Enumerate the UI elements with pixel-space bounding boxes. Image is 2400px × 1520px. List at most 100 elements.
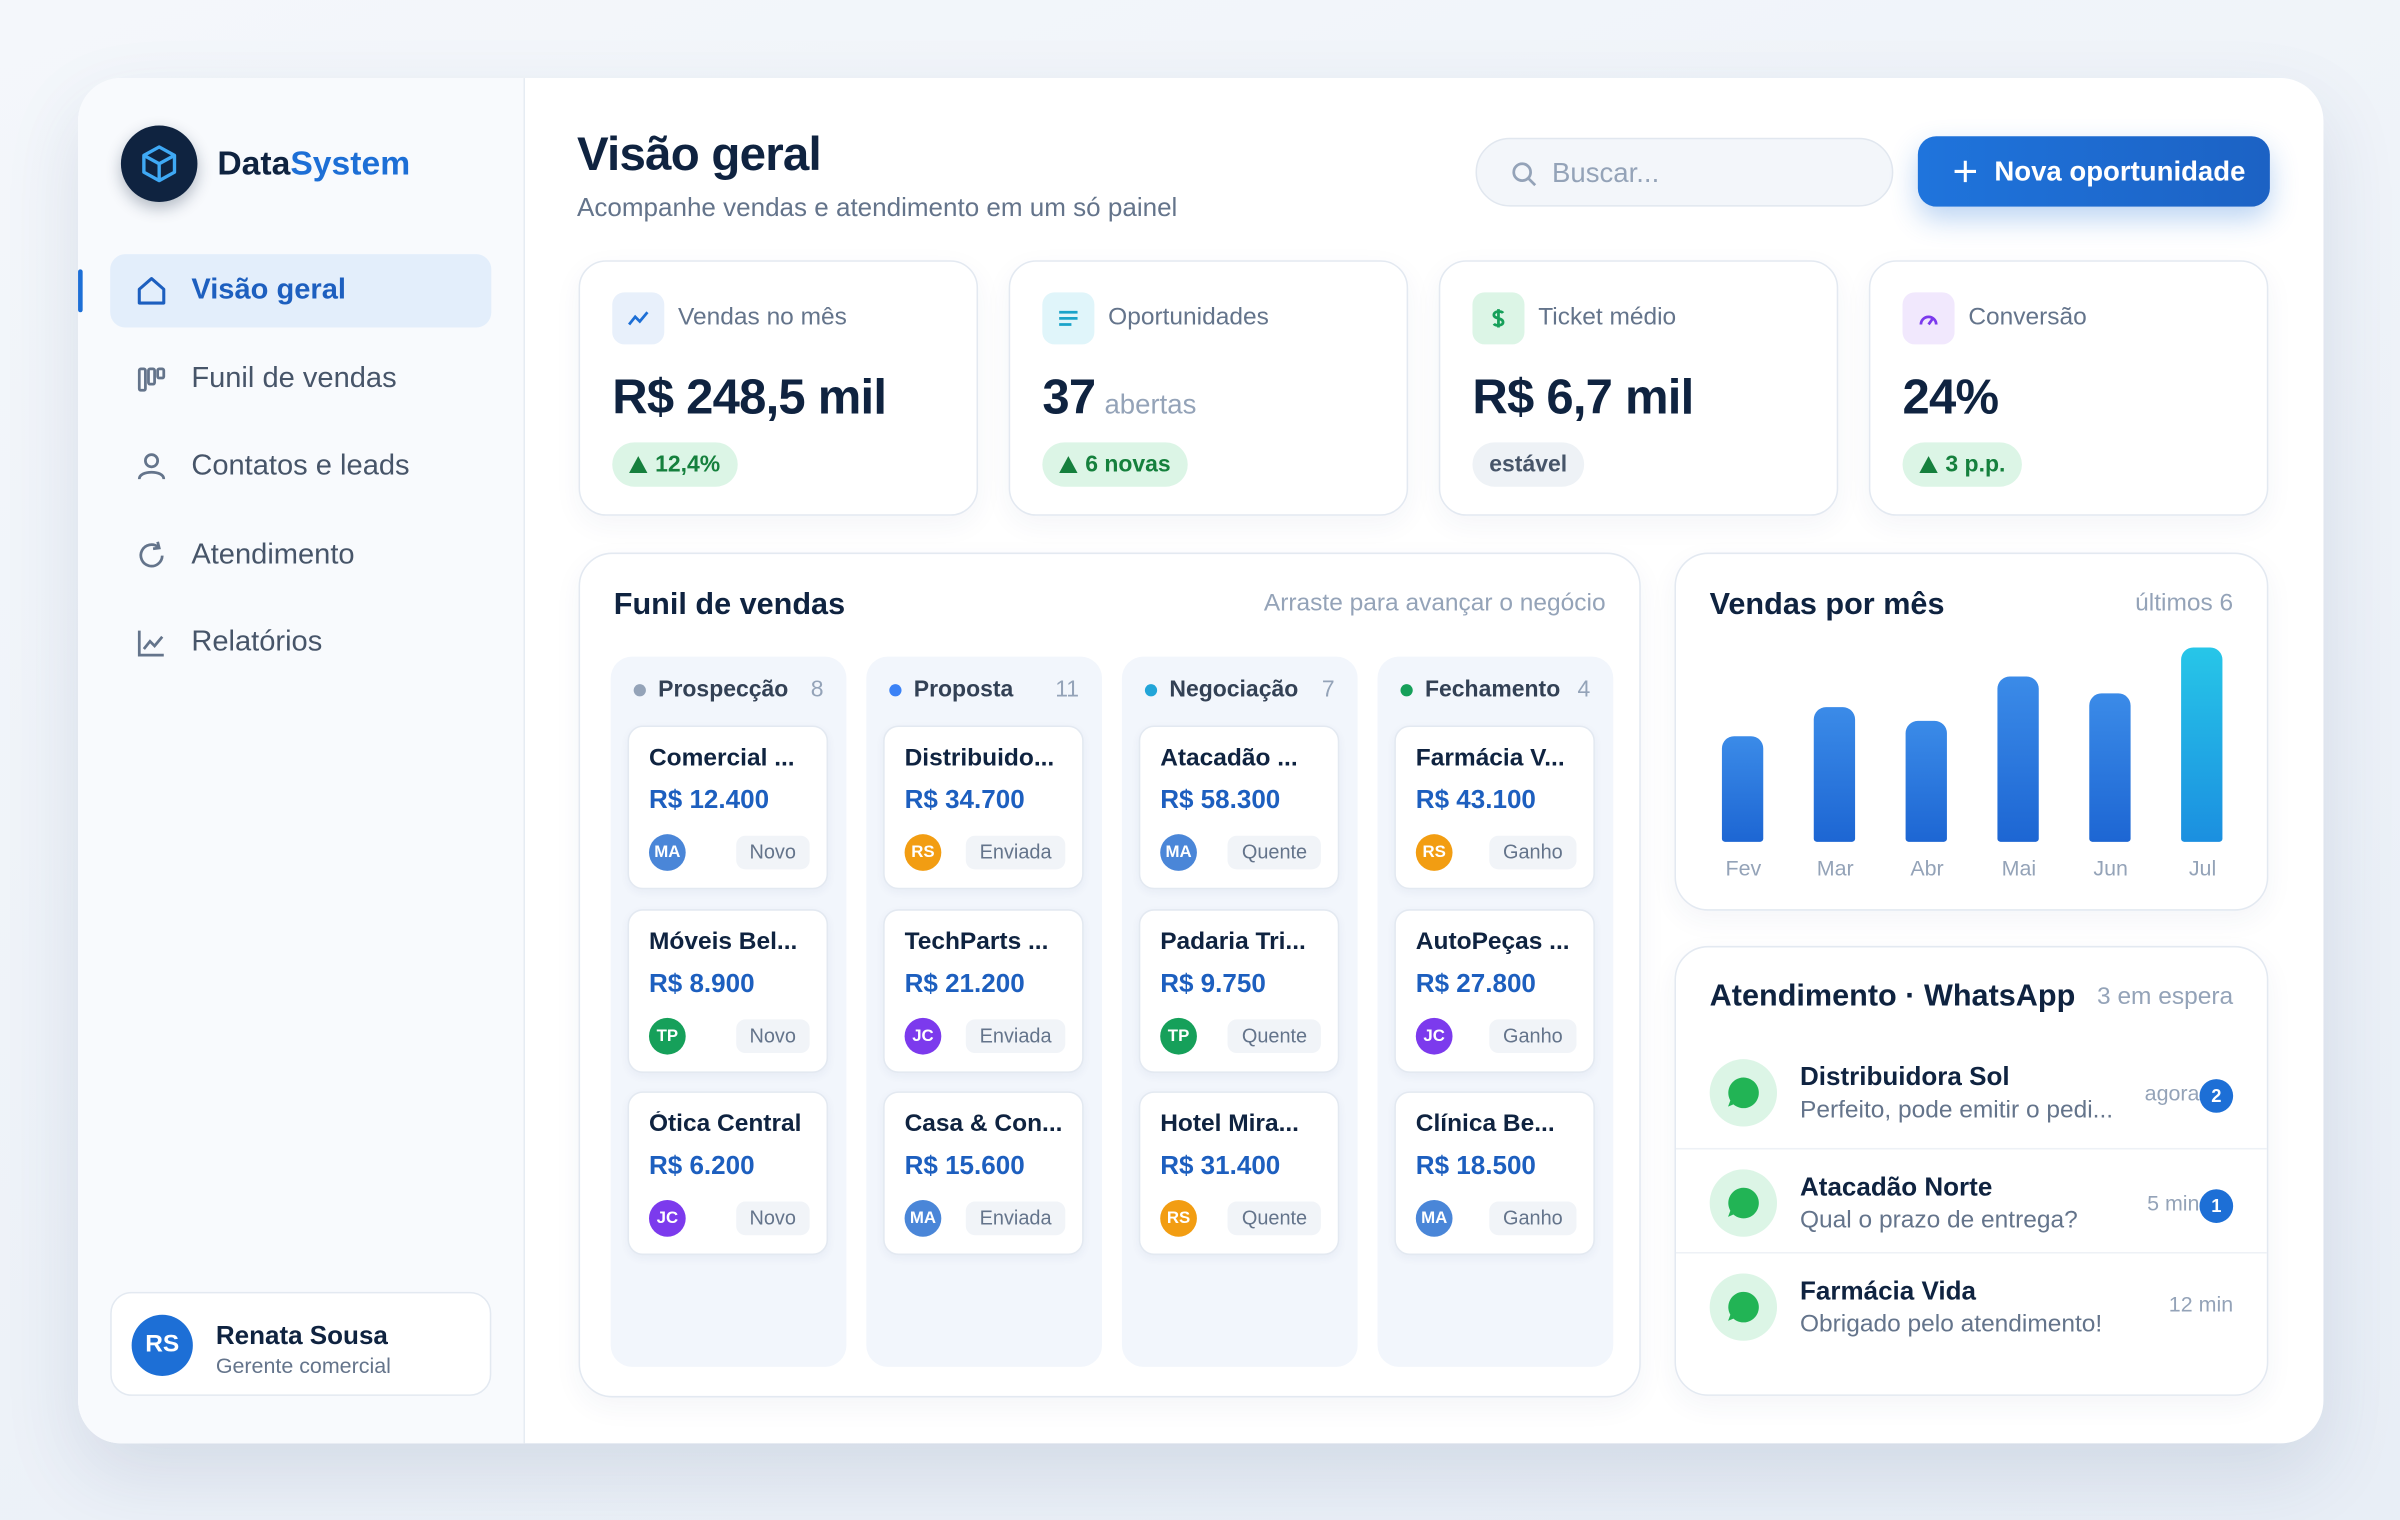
whatsapp-title: Atendimento · WhatsApp bbox=[1709, 979, 2076, 1014]
column-count: 4 bbox=[1577, 676, 1591, 703]
chat-name: Farmácia Vida bbox=[1799, 1276, 1976, 1306]
owner-avatar: RS bbox=[904, 834, 942, 871]
deal-name: Ótica Central bbox=[648, 1111, 802, 1138]
deal-card[interactable]: Padaria Tri... R$ 9.750 TP Quente bbox=[1138, 908, 1340, 1073]
deal-status: Novo bbox=[735, 1018, 810, 1053]
user-card[interactable]: RS Renata Sousa Gerente comercial bbox=[110, 1291, 492, 1396]
kpi-value-text: R$ 248,5 mil bbox=[612, 368, 887, 424]
nav-item[interactable]: Funil de vendas bbox=[110, 342, 491, 415]
owner-avatar: MA bbox=[648, 834, 686, 871]
funnel-column: Fechamento 4 Farmácia V... R$ 43.100 RS Ganho… bbox=[1377, 656, 1614, 1367]
x-tick-label: Mai bbox=[2001, 855, 2037, 881]
search-box[interactable]: Buscar... bbox=[1475, 137, 1894, 207]
deal-value: R$ 12.400 bbox=[648, 785, 770, 815]
deal-card[interactable]: Farmácia V... R$ 43.100 RS Ganho bbox=[1394, 725, 1595, 890]
kpi-value-text: 37 bbox=[1042, 368, 1096, 424]
deal-value: R$ 18.500 bbox=[1415, 1151, 1536, 1181]
x-tick-label: Jul bbox=[2188, 855, 2217, 881]
trend-up-icon bbox=[1059, 456, 1078, 473]
bar bbox=[1721, 736, 1764, 842]
deal-card[interactable]: Comercial ... R$ 12.400 MA Novo bbox=[627, 725, 829, 890]
chat-icon bbox=[1709, 1273, 1778, 1341]
whatsapp-subtitle: 3 em espera bbox=[2097, 984, 2234, 1011]
deal-value: R$ 9.750 bbox=[1160, 968, 1266, 998]
deal-name: Clínica Be... bbox=[1415, 1111, 1555, 1138]
nav-item[interactable]: Visão geral bbox=[110, 254, 492, 328]
deal-name: Farmácia V... bbox=[1415, 745, 1565, 772]
chat-icon bbox=[1709, 1059, 1778, 1127]
plus-icon bbox=[1954, 160, 1977, 183]
x-tick-label: Fev bbox=[1725, 855, 1762, 881]
nav-item[interactable]: Contatos e leads bbox=[110, 430, 491, 503]
kpi-value: R$ 6,7 mil bbox=[1472, 368, 1694, 426]
search-placeholder: Buscar... bbox=[1552, 157, 1660, 189]
chat-name: Distribuidora Sol bbox=[1799, 1062, 2010, 1092]
deal-value: R$ 31.400 bbox=[1160, 1151, 1281, 1181]
nav-label: Atendimento bbox=[191, 538, 355, 571]
funnel-panel: Funil de vendas Arraste para avançar o ne… bbox=[578, 552, 1641, 1398]
kpi-badge: 3 p.p. bbox=[1902, 442, 2023, 487]
deal-value: R$ 27.800 bbox=[1415, 968, 1536, 998]
column-dot bbox=[1144, 684, 1158, 697]
owner-avatar: MA bbox=[1160, 834, 1197, 871]
kpi-card: Vendas no mês R$ 248,5 mil 12,4% bbox=[578, 260, 979, 516]
kpi-icon bbox=[1902, 292, 1955, 345]
deal-status: Novo bbox=[735, 1201, 810, 1236]
brand-name-a: Data bbox=[217, 143, 291, 183]
kpi-value-text: 24% bbox=[1902, 368, 1999, 424]
kpi-icon-glyph bbox=[628, 311, 649, 326]
deal-name: Casa & Con... bbox=[904, 1111, 1063, 1138]
deal-card[interactable]: TechParts ... R$ 21.200 JC Enviada bbox=[883, 908, 1084, 1073]
kpi-value: 37 abertas bbox=[1042, 369, 1196, 426]
chat-time: 5 min bbox=[2147, 1190, 2200, 1216]
column-name: Proposta bbox=[913, 676, 1014, 703]
kpi-icon bbox=[1042, 292, 1095, 345]
chat-icon bbox=[1709, 1169, 1778, 1237]
owner-avatar: JC bbox=[648, 1199, 686, 1237]
deal-card[interactable]: AutoPeças ... R$ 27.800 JC Ganho bbox=[1394, 908, 1595, 1073]
chat-row[interactable]: Atacadão Norte Qual o prazo de entrega? 5 … bbox=[1676, 1147, 2267, 1255]
chat-row[interactable]: Farmácia Vida Obrigado pelo atendimento! 1… bbox=[1676, 1252, 2267, 1359]
kpi-value-text: R$ 6,7 mil bbox=[1472, 368, 1694, 424]
funnel-hint: Arraste para avançar o negócio bbox=[1263, 590, 1606, 617]
owner-avatar: MA bbox=[1415, 1199, 1453, 1237]
page-title: Visão geral bbox=[577, 127, 822, 181]
funnel-column: Negociação 7 Atacadão ... R$ 58.300 MA Quente… bbox=[1121, 656, 1358, 1367]
owner-avatar: MA bbox=[904, 1199, 942, 1237]
column-name: Prospecção bbox=[658, 676, 789, 703]
chat-row[interactable]: Distribuidora Sol Perfeito, pode emitir o… bbox=[1676, 1039, 2267, 1146]
deal-card[interactable]: Hotel Mira... R$ 31.400 RS Quente bbox=[1138, 1091, 1340, 1256]
deal-name: TechParts ... bbox=[904, 928, 1049, 955]
deal-status: Quente bbox=[1228, 1018, 1321, 1053]
bar bbox=[1813, 707, 1856, 842]
column-name: Fechamento bbox=[1424, 676, 1561, 703]
owner-avatar: RS bbox=[1160, 1199, 1197, 1237]
whatsapp-glyph bbox=[1728, 1187, 1759, 1219]
column-count: 8 bbox=[810, 676, 824, 703]
kpi-badge-text: estável bbox=[1489, 451, 1568, 478]
deal-status: Ganho bbox=[1489, 1201, 1577, 1236]
nav-item[interactable]: Relatórios bbox=[110, 606, 491, 679]
trend-up-icon bbox=[1919, 456, 1938, 473]
unread-badge: 2 bbox=[2199, 1079, 2234, 1113]
nav-item[interactable]: Atendimento bbox=[110, 518, 491, 591]
deal-name: Padaria Tri... bbox=[1160, 928, 1306, 955]
page-subtitle: Acompanhe vendas e atendimento em um só … bbox=[577, 192, 1178, 222]
column-name: Negociação bbox=[1169, 676, 1299, 703]
column-dot bbox=[633, 684, 646, 697]
deal-value: R$ 8.900 bbox=[648, 968, 755, 998]
deal-name: Atacadão ... bbox=[1160, 745, 1298, 772]
deal-card[interactable]: Móveis Bel... R$ 8.900 TP Novo bbox=[627, 908, 829, 1073]
deal-card[interactable]: Ótica Central R$ 6.200 JC Novo bbox=[627, 1091, 829, 1256]
deal-card[interactable]: Atacadão ... R$ 58.300 MA Quente bbox=[1138, 725, 1340, 890]
nav-icon bbox=[137, 630, 164, 657]
column-count: 7 bbox=[1321, 676, 1335, 703]
nav-label: Visão geral bbox=[191, 273, 346, 307]
deal-card[interactable]: Distribuido... R$ 34.700 RS Enviada bbox=[883, 725, 1084, 890]
new-opportunity-button[interactable]: Nova oportunidade bbox=[1917, 136, 2270, 207]
kpi-icon-glyph bbox=[1492, 309, 1505, 328]
deal-card[interactable]: Clínica Be... R$ 18.500 MA Ganho bbox=[1394, 1091, 1595, 1256]
nav-active-indicator bbox=[78, 269, 83, 313]
deal-card[interactable]: Casa & Con... R$ 15.600 MA Enviada bbox=[883, 1091, 1084, 1256]
